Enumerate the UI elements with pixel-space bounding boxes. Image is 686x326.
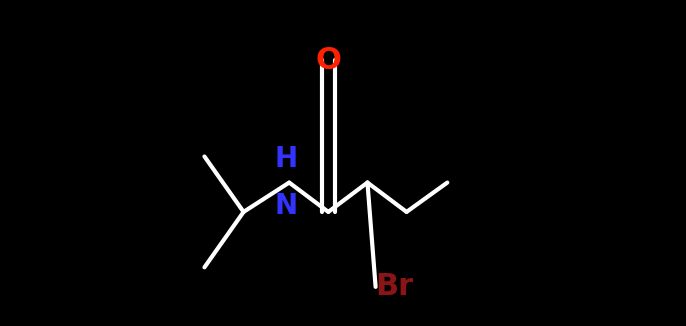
Text: Br: Br — [376, 273, 414, 301]
Text: O: O — [316, 46, 341, 75]
Text: N: N — [274, 192, 298, 220]
Text: H: H — [274, 145, 298, 173]
